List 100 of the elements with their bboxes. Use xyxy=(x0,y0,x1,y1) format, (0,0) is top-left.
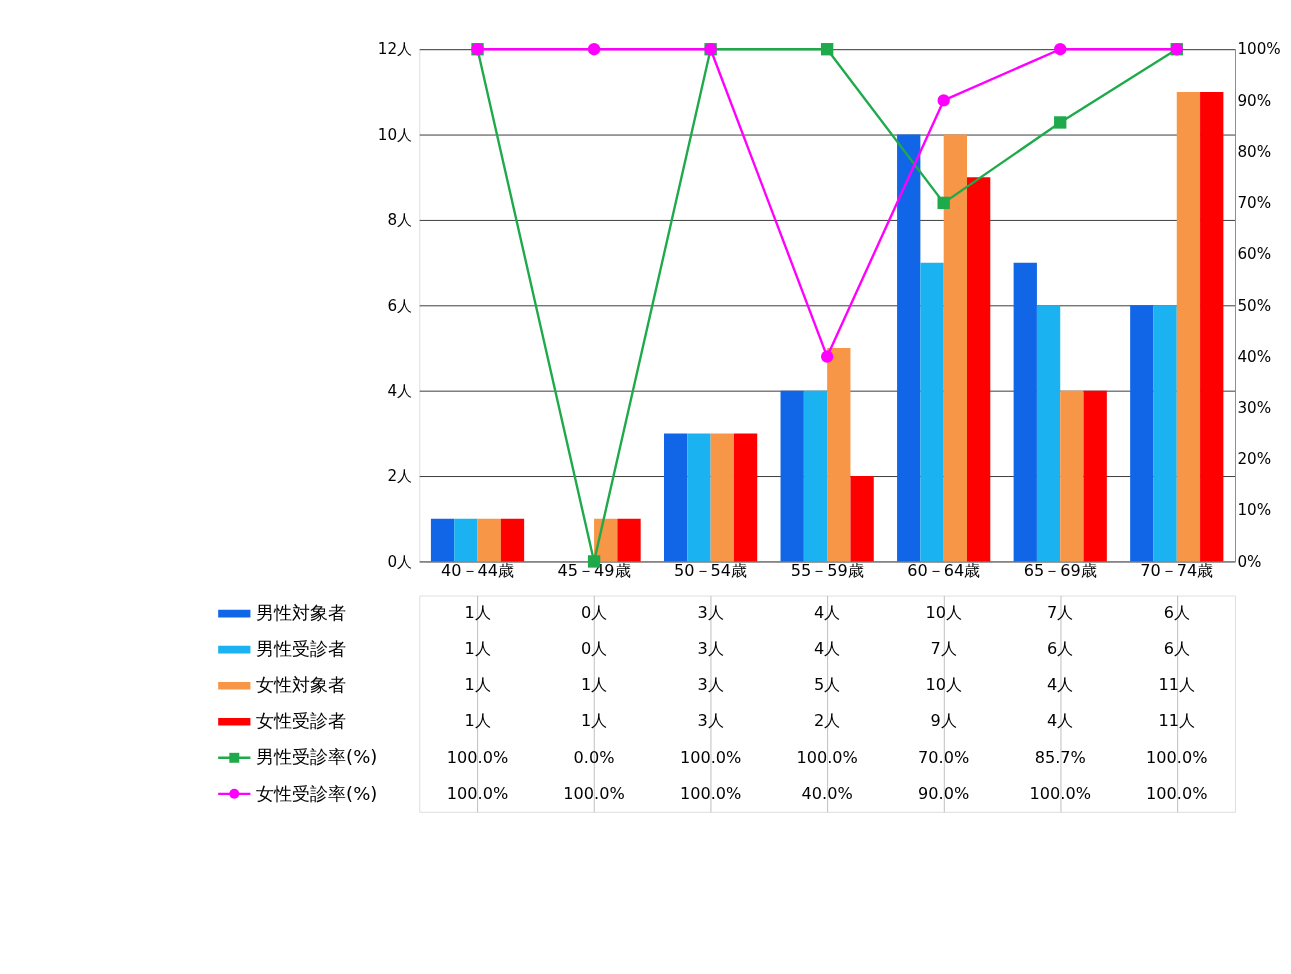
x-tick-label: 50－54歳 xyxy=(674,561,748,581)
data-label: 9人 xyxy=(930,711,957,731)
data-label: 6人 xyxy=(1047,639,1074,659)
point xyxy=(1054,43,1067,56)
bar xyxy=(1060,390,1084,562)
y-tick-label: 0人 xyxy=(387,552,413,571)
data-label: 100.0% xyxy=(679,783,742,803)
data-label: 3人 xyxy=(697,603,724,623)
bar xyxy=(1200,91,1224,562)
data-label: 6人 xyxy=(1163,639,1190,659)
data-label: 90.0% xyxy=(918,783,970,803)
data-label: 11人 xyxy=(1158,711,1196,731)
bar xyxy=(1153,305,1177,562)
bar xyxy=(733,433,758,562)
x-tick-label: 45－49歳 xyxy=(557,561,631,581)
bar xyxy=(1130,305,1154,562)
bar xyxy=(827,348,851,562)
data-label: 40.0% xyxy=(801,783,853,803)
y2-tick-label: 70% xyxy=(1237,194,1272,213)
bar xyxy=(897,134,921,562)
data-label: 85.7% xyxy=(1034,747,1086,767)
data-label: 3人 xyxy=(697,639,724,659)
data-label: 11人 xyxy=(1158,675,1196,695)
data-label: 100.0% xyxy=(563,783,625,803)
bar xyxy=(920,262,944,562)
y-tick-label: 6人 xyxy=(387,296,413,315)
bar xyxy=(617,518,641,562)
data-label: 7人 xyxy=(930,639,957,659)
legend-label: 男性受診率(%) xyxy=(256,746,378,768)
bar xyxy=(477,518,501,562)
data-label: 100.0% xyxy=(446,783,509,803)
data-label: 3人 xyxy=(697,711,724,731)
bar xyxy=(967,177,991,562)
data-label: 0.0% xyxy=(573,747,615,767)
point xyxy=(820,43,834,56)
point xyxy=(937,94,950,107)
data-label: 1人 xyxy=(464,603,491,623)
data-label: 100.0% xyxy=(1146,783,1208,803)
bar xyxy=(943,134,967,562)
x-tick-label: 60－64歳 xyxy=(907,561,981,581)
legend-label: 女性対象者 xyxy=(256,674,347,696)
bar xyxy=(1013,262,1037,562)
data-label: 70.0% xyxy=(918,747,970,767)
y2-tick-label: 80% xyxy=(1237,142,1272,161)
legend-label: 女性受診率(%) xyxy=(256,782,378,804)
data-label: 1人 xyxy=(464,639,491,659)
data-label: 1人 xyxy=(580,711,608,731)
bar xyxy=(850,476,874,562)
data-label: 6人 xyxy=(1163,603,1190,623)
bar xyxy=(664,433,688,562)
data-label: 5人 xyxy=(814,675,841,695)
y-tick-label: 8人 xyxy=(387,211,413,230)
data-label: 2人 xyxy=(814,711,841,731)
data-label: 3人 xyxy=(697,675,724,695)
y2-tick-label: 30% xyxy=(1237,398,1272,417)
y2-tick-label: 40% xyxy=(1237,347,1272,366)
data-label: 100.0% xyxy=(1029,783,1091,803)
data-label: 1人 xyxy=(580,675,608,695)
point xyxy=(937,196,950,210)
data-label: 10人 xyxy=(925,603,962,623)
bar xyxy=(500,518,525,562)
bar xyxy=(1036,305,1061,562)
y2-tick-label: 0% xyxy=(1237,552,1262,571)
data-label: 4人 xyxy=(814,603,841,623)
y2-tick-label: 20% xyxy=(1237,450,1272,469)
data-label: 100.0% xyxy=(796,747,858,767)
point xyxy=(1054,116,1067,129)
bar xyxy=(710,433,734,562)
y2-tick-label: 90% xyxy=(1237,91,1272,110)
data-label: 1人 xyxy=(464,675,491,695)
data-label: 1人 xyxy=(464,711,491,731)
y-tick-label: 4人 xyxy=(387,381,413,400)
legend-label: 男性対象者 xyxy=(256,602,347,624)
bar xyxy=(430,518,455,562)
x-tick-label: 40－44歳 xyxy=(441,561,515,581)
y2-tick-label: 50% xyxy=(1237,296,1272,315)
point xyxy=(820,350,834,363)
legend-label: 女性受診者 xyxy=(256,710,347,732)
data-label: 4人 xyxy=(1047,675,1074,695)
bar xyxy=(1176,91,1201,562)
y2-tick-label: 60% xyxy=(1237,245,1272,264)
y-tick-label: 2人 xyxy=(387,467,413,486)
data-label: 7人 xyxy=(1047,603,1074,623)
y-tick-label: 12人 xyxy=(377,40,413,59)
bar xyxy=(1083,390,1107,562)
x-tick-label: 55－59歳 xyxy=(790,561,864,581)
data-label: 100.0% xyxy=(679,747,742,767)
data-label: 0人 xyxy=(580,639,608,659)
y2-tick-label: 100% xyxy=(1237,40,1281,59)
data-label: 100.0% xyxy=(1146,747,1208,767)
data-label: 10人 xyxy=(925,675,962,695)
bar xyxy=(803,390,828,562)
legend-label: 男性受診者 xyxy=(256,638,347,660)
x-tick-label: 65－69歳 xyxy=(1023,561,1097,581)
data-label: 4人 xyxy=(1047,711,1074,731)
data-label: 4人 xyxy=(814,639,841,659)
point xyxy=(587,43,601,56)
bar xyxy=(454,518,478,562)
x-tick-label: 70－74歳 xyxy=(1140,561,1214,581)
data-label: 0人 xyxy=(580,603,608,623)
